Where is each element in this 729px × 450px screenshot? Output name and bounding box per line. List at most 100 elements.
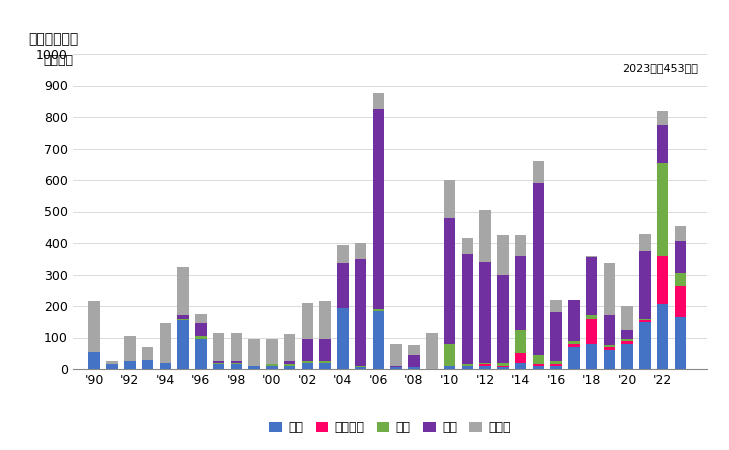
Bar bbox=[621, 339, 633, 341]
Bar bbox=[586, 257, 598, 315]
Bar bbox=[639, 251, 651, 319]
Bar bbox=[479, 363, 491, 364]
Bar bbox=[391, 366, 402, 367]
Bar bbox=[319, 363, 331, 369]
Bar bbox=[195, 336, 206, 339]
Bar bbox=[444, 180, 456, 218]
Bar bbox=[177, 315, 189, 319]
Bar bbox=[479, 366, 491, 369]
Bar bbox=[461, 254, 473, 364]
Bar bbox=[160, 323, 171, 363]
Bar bbox=[177, 319, 189, 320]
Bar bbox=[338, 244, 348, 263]
Bar bbox=[160, 363, 171, 369]
Bar bbox=[604, 263, 615, 315]
Bar bbox=[355, 243, 367, 259]
Bar bbox=[373, 310, 384, 369]
Bar bbox=[621, 344, 633, 369]
Bar bbox=[639, 322, 651, 369]
Bar bbox=[88, 302, 100, 351]
Bar bbox=[444, 344, 456, 366]
Bar bbox=[391, 344, 402, 366]
Bar bbox=[515, 363, 526, 369]
Bar bbox=[675, 273, 686, 285]
Bar bbox=[550, 300, 562, 312]
Bar bbox=[497, 235, 509, 274]
Bar bbox=[177, 266, 189, 315]
Bar bbox=[657, 256, 668, 304]
Bar bbox=[621, 306, 633, 329]
Bar bbox=[461, 238, 473, 254]
Bar bbox=[550, 312, 562, 361]
Bar bbox=[515, 329, 526, 353]
Bar bbox=[106, 364, 118, 369]
Bar bbox=[657, 125, 668, 162]
Text: 輸入量の推移: 輸入量の推移 bbox=[28, 32, 79, 46]
Bar bbox=[195, 339, 206, 369]
Bar bbox=[195, 314, 206, 323]
Bar bbox=[124, 361, 136, 369]
Bar bbox=[302, 361, 313, 363]
Bar bbox=[568, 344, 580, 347]
Bar bbox=[284, 364, 295, 366]
Bar bbox=[408, 346, 420, 355]
Bar bbox=[479, 364, 491, 366]
Bar bbox=[657, 111, 668, 125]
Bar bbox=[88, 351, 100, 369]
Bar bbox=[479, 262, 491, 363]
Legend: 韓国, ベトナム, 台湾, 中国, その他: 韓国, ベトナム, 台湾, 中国, その他 bbox=[265, 416, 515, 439]
Bar bbox=[497, 274, 509, 363]
Bar bbox=[604, 347, 615, 350]
Bar bbox=[479, 210, 491, 262]
Bar bbox=[657, 162, 668, 256]
Bar bbox=[319, 302, 331, 339]
Bar bbox=[533, 364, 544, 366]
Bar bbox=[604, 350, 615, 369]
Bar bbox=[338, 308, 348, 369]
Bar bbox=[550, 366, 562, 369]
Bar bbox=[249, 339, 260, 366]
Bar bbox=[533, 161, 544, 183]
Bar bbox=[213, 333, 225, 361]
Bar bbox=[515, 235, 526, 256]
Bar bbox=[302, 363, 313, 369]
Bar bbox=[213, 361, 225, 363]
Bar bbox=[586, 315, 598, 319]
Bar bbox=[266, 366, 278, 369]
Bar bbox=[373, 309, 384, 310]
Bar bbox=[266, 364, 278, 366]
Bar bbox=[124, 336, 136, 361]
Text: 2023年：453トン: 2023年：453トン bbox=[622, 63, 698, 73]
Bar bbox=[497, 367, 509, 369]
Bar bbox=[141, 347, 153, 360]
Bar bbox=[355, 367, 367, 369]
Bar bbox=[177, 320, 189, 369]
Bar bbox=[213, 363, 225, 364]
Bar bbox=[444, 218, 456, 344]
Bar bbox=[675, 225, 686, 241]
Bar bbox=[284, 334, 295, 361]
Bar bbox=[230, 363, 242, 364]
Bar bbox=[533, 355, 544, 364]
Bar bbox=[284, 366, 295, 369]
Bar bbox=[533, 183, 544, 355]
Bar bbox=[195, 323, 206, 336]
Bar bbox=[408, 367, 420, 369]
Bar bbox=[515, 256, 526, 329]
Bar bbox=[586, 344, 598, 369]
Bar bbox=[604, 346, 615, 347]
Bar bbox=[391, 367, 402, 369]
Bar bbox=[319, 339, 331, 361]
Bar bbox=[533, 366, 544, 369]
Bar bbox=[621, 341, 633, 344]
Bar bbox=[249, 366, 260, 369]
Bar bbox=[568, 300, 580, 341]
Bar bbox=[302, 339, 313, 361]
Bar bbox=[373, 94, 384, 109]
Bar bbox=[141, 360, 153, 369]
Bar bbox=[426, 333, 437, 369]
Bar bbox=[657, 304, 668, 369]
Bar bbox=[319, 361, 331, 363]
Bar bbox=[639, 319, 651, 320]
Bar bbox=[586, 319, 598, 344]
